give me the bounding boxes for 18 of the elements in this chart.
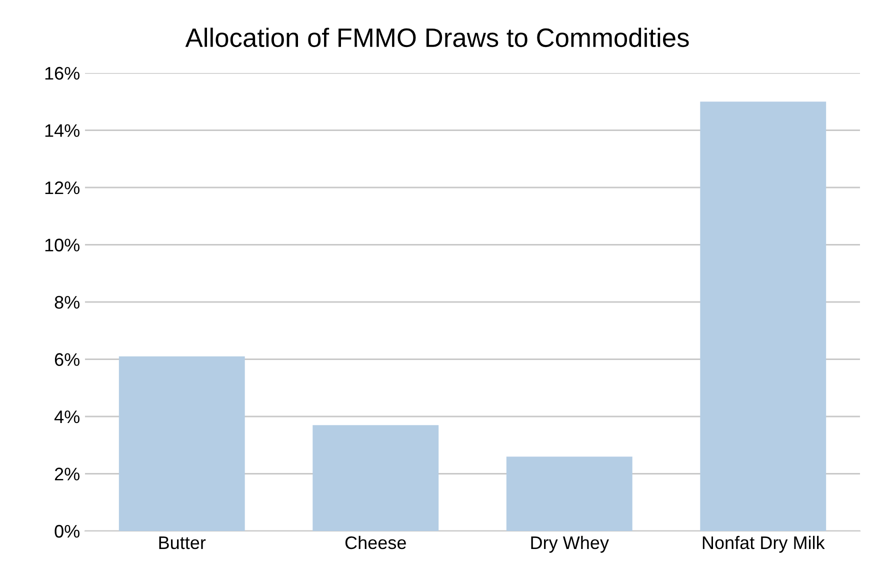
y-tick-label: 6% xyxy=(54,353,80,366)
bar xyxy=(118,356,245,531)
x-tick-label: Nonfat Dry Milk xyxy=(702,536,825,553)
y-tick-label: 12% xyxy=(45,181,80,194)
bar xyxy=(700,102,826,531)
x-tick-label: Butter xyxy=(159,536,206,550)
y-tick-label: 0% xyxy=(54,524,80,538)
y-tick-label: 16% xyxy=(45,66,80,80)
chart-title: Allocation of FMMO Draws to Commodities xyxy=(185,28,689,48)
y-tick-label: 14% xyxy=(45,124,80,137)
y-tick-label: 4% xyxy=(54,410,80,424)
bar xyxy=(312,425,439,531)
bar xyxy=(506,456,632,531)
y-tick-label: 2% xyxy=(54,468,80,480)
x-tick-label: Cheese xyxy=(345,536,406,550)
x-tick-label: Dry Whey xyxy=(531,536,609,553)
y-tick-label: 10% xyxy=(45,238,80,252)
y-tick-label: 8% xyxy=(54,296,80,309)
